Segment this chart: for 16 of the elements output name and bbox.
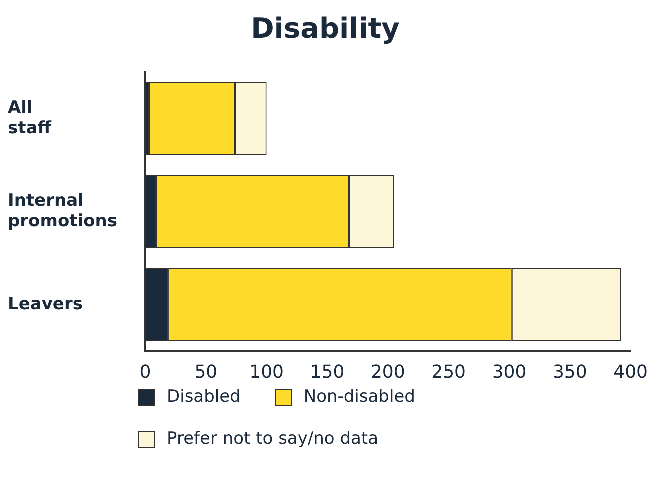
x-tick-label: 100 — [250, 362, 284, 383]
x-tick-label: 50 — [194, 362, 218, 383]
y-tick-label: All staff — [8, 98, 52, 138]
x-tick-label: 250 — [432, 362, 466, 383]
legend-label: Non-disabled — [304, 387, 416, 407]
legend-label: Disabled — [167, 387, 241, 407]
y-tick-label: Leavers — [8, 294, 83, 314]
y-tick-label: Internal promotions — [8, 191, 118, 232]
x-tick-label: 0 — [140, 362, 152, 383]
x-tick-label: 300 — [492, 362, 527, 383]
x-tick-label: 200 — [370, 362, 406, 383]
legend-label: Prefer not to say/no data — [167, 429, 379, 449]
chart-title: Disability — [250, 12, 401, 47]
x-tick-label: 150 — [310, 362, 345, 383]
x-tick-label: 400 — [614, 362, 648, 383]
x-tick-label: 350 — [552, 362, 588, 383]
